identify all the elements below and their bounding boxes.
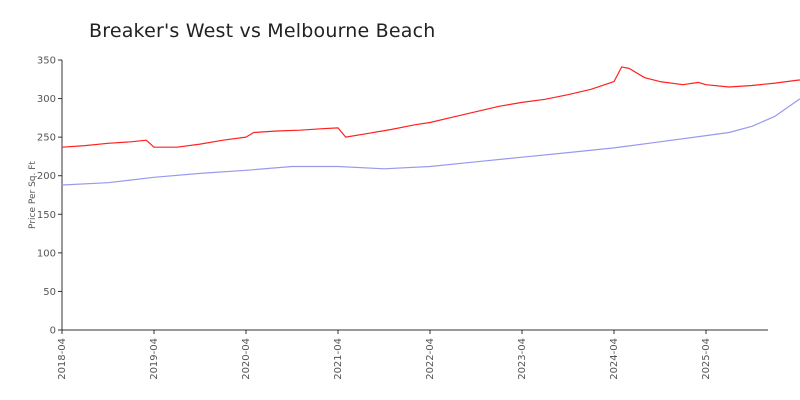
- axis-labels: Price Per Sq. Ft: [28, 161, 38, 229]
- y-tick-label: 200: [37, 171, 56, 182]
- y-tick-label: 300: [37, 94, 56, 105]
- x-tick-label: 2021-04: [333, 338, 344, 380]
- x-tick-label: 2023-04: [517, 338, 528, 380]
- x-tick-label: 2024-04: [609, 338, 620, 380]
- series-layer: [61, 66, 800, 186]
- y-tick-label: 50: [43, 287, 56, 298]
- x-tick-label: 2020-04: [241, 338, 252, 380]
- x-tick-label: 2018-04: [57, 338, 68, 380]
- y-tick-label: 0: [50, 326, 56, 337]
- x-tick-label: 2019-04: [149, 338, 160, 380]
- y-tick-label: 150: [37, 210, 56, 221]
- y-tick-label: 350: [37, 56, 56, 67]
- series-line-2: [61, 98, 800, 186]
- series-line-1: [61, 66, 800, 148]
- axes: 0 50 100 150 200 250 300 350 2018-04 2019-04 2020-…: [37, 56, 768, 380]
- y-tick-label: 250: [37, 133, 56, 144]
- y-tick-label: 100: [37, 248, 56, 259]
- chart-title: Breaker's West vs Melbourne Beach: [89, 20, 436, 42]
- x-tick-label: 2022-04: [425, 338, 436, 380]
- x-tick-label: 2025-04: [701, 338, 712, 380]
- y-axis-label: Price Per Sq. Ft: [28, 161, 38, 229]
